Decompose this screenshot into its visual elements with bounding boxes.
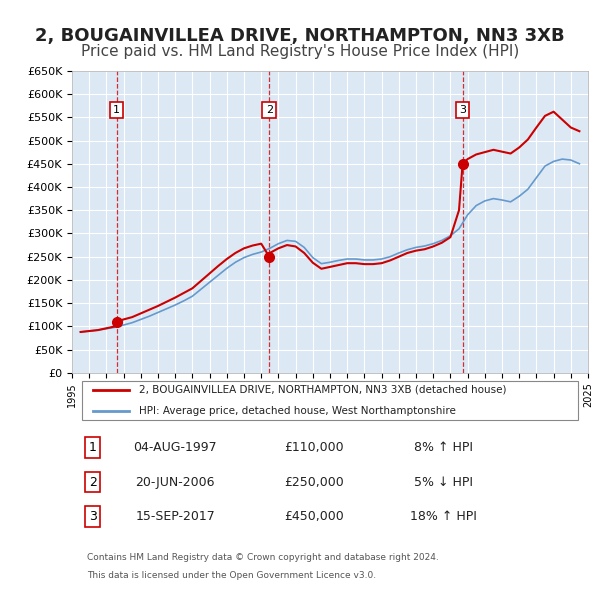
Text: 2: 2 xyxy=(266,105,273,115)
Text: This data is licensed under the Open Government Licence v3.0.: This data is licensed under the Open Gov… xyxy=(88,571,377,580)
Text: 3: 3 xyxy=(459,105,466,115)
Text: Contains HM Land Registry data © Crown copyright and database right 2024.: Contains HM Land Registry data © Crown c… xyxy=(88,553,439,562)
Text: £450,000: £450,000 xyxy=(284,510,344,523)
Text: 1: 1 xyxy=(113,105,120,115)
Text: 5% ↓ HPI: 5% ↓ HPI xyxy=(414,476,473,489)
Text: 04-AUG-1997: 04-AUG-1997 xyxy=(133,441,217,454)
Text: 2: 2 xyxy=(89,476,97,489)
Text: Price paid vs. HM Land Registry's House Price Index (HPI): Price paid vs. HM Land Registry's House … xyxy=(81,44,519,59)
Text: 1: 1 xyxy=(89,441,97,454)
Text: £250,000: £250,000 xyxy=(284,476,344,489)
Text: 2, BOUGAINVILLEA DRIVE, NORTHAMPTON, NN3 3XB: 2, BOUGAINVILLEA DRIVE, NORTHAMPTON, NN3… xyxy=(35,27,565,45)
Text: 8% ↑ HPI: 8% ↑ HPI xyxy=(414,441,473,454)
Text: 18% ↑ HPI: 18% ↑ HPI xyxy=(410,510,477,523)
Text: £110,000: £110,000 xyxy=(285,441,344,454)
Text: 20-JUN-2006: 20-JUN-2006 xyxy=(136,476,215,489)
Text: HPI: Average price, detached house, West Northamptonshire: HPI: Average price, detached house, West… xyxy=(139,407,456,417)
Text: 2, BOUGAINVILLEA DRIVE, NORTHAMPTON, NN3 3XB (detached house): 2, BOUGAINVILLEA DRIVE, NORTHAMPTON, NN3… xyxy=(139,385,506,395)
FancyBboxPatch shape xyxy=(82,381,578,420)
Text: 3: 3 xyxy=(89,510,97,523)
Text: 15-SEP-2017: 15-SEP-2017 xyxy=(136,510,215,523)
